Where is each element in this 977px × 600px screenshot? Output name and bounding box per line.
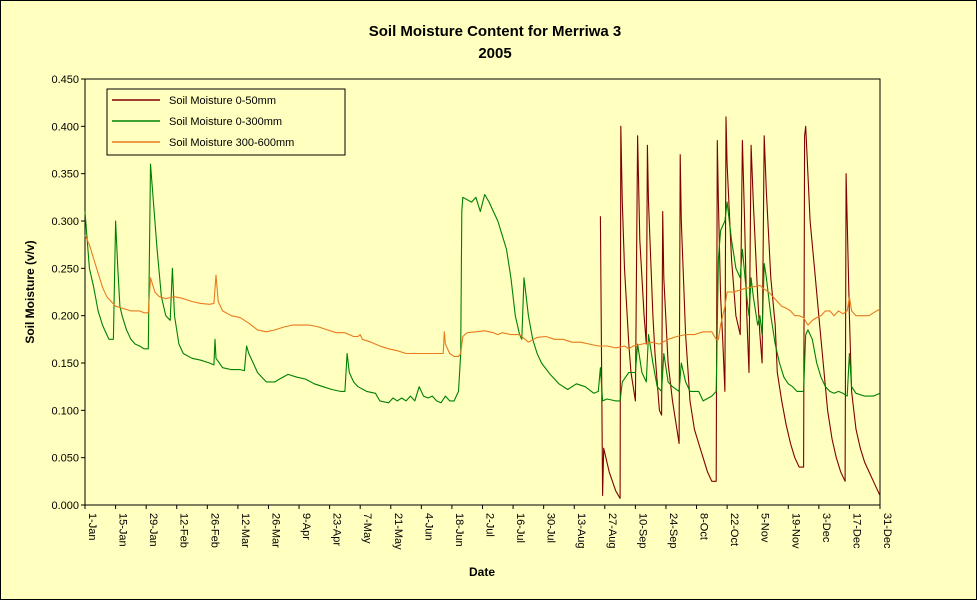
legend-label-300-600mm: Soil Moisture 300-600mm xyxy=(169,137,294,149)
series-layer xyxy=(84,116,881,499)
x-tick-label: 7-May xyxy=(361,513,373,544)
chart-subtitle: 2005 xyxy=(478,45,511,62)
y-axis: 0.000 0.050 0.100 0.150 0.200 0.250 0.300 0.350… xyxy=(51,74,85,512)
y-tick-label: 0.100 xyxy=(51,405,79,417)
y-axis-title: Soil Moisture (v/v) xyxy=(23,240,37,343)
x-tick-label: 16-Jul xyxy=(514,513,526,543)
x-tick-label: 17-Dec xyxy=(850,513,862,549)
x-tick-label: 30-Jul xyxy=(545,513,557,543)
series-line-soil-moisture-0-50mm xyxy=(599,116,881,499)
x-tick-label: 12-Mar xyxy=(239,513,251,548)
y-tick-label: 0.200 xyxy=(51,311,79,323)
x-tick-label: 22-Oct xyxy=(728,513,740,546)
x-tick-label: 29-Jan xyxy=(147,513,159,547)
series-line-soil-moisture-300-600mm xyxy=(84,234,881,357)
chart-title: Soil Moisture Content for Merriwa 3 xyxy=(369,23,622,40)
y-tick-label: 0.450 xyxy=(51,74,79,86)
x-tick-label: 13-Aug xyxy=(575,513,587,548)
x-tick-label: 4-Jun xyxy=(422,513,434,541)
x-tick-label: 19-Nov xyxy=(789,513,801,549)
y-tick-label: 0.000 xyxy=(51,500,79,512)
x-tick-label: 21-May xyxy=(392,513,404,550)
y-tick-label: 0.350 xyxy=(51,169,79,181)
x-tick-label: 10-Sep xyxy=(636,513,648,548)
legend-label-0-300mm: Soil Moisture 0-300mm xyxy=(169,116,282,128)
x-tick-label: 2-Jul xyxy=(484,513,496,537)
x-tick-label: 18-Jun xyxy=(453,513,465,547)
x-tick-label: 24-Sep xyxy=(667,513,679,548)
y-tick-label: 0.150 xyxy=(51,358,79,370)
x-tick-label: 27-Aug xyxy=(606,513,618,548)
x-tick-label: 31-Dec xyxy=(881,513,893,549)
x-axis: 1-Jan 15-Jan 29-Jan 12-Feb 26-Feb 12-Mar 26-Ma… xyxy=(84,505,893,550)
legend: Soil Moisture 0-50mm Soil Moisture 0-300… xyxy=(106,88,346,156)
x-tick-label: 1-Jan xyxy=(86,513,98,541)
x-tick-label: 23-Apr xyxy=(331,513,343,546)
y-tick-label: 0.050 xyxy=(51,453,79,465)
x-tick-label: 26-Feb xyxy=(208,513,220,548)
legend-label-0-50mm: Soil Moisture 0-50mm xyxy=(169,95,276,107)
x-tick-label: 3-Dec xyxy=(820,513,832,543)
y-tick-label: 0.300 xyxy=(51,216,79,228)
x-tick-label: 26-Mar xyxy=(269,513,281,548)
series-line-soil-moisture-0-300mm xyxy=(84,163,881,404)
x-tick-label: 12-Feb xyxy=(178,513,190,548)
x-tick-label: 5-Nov xyxy=(759,513,771,543)
x-tick-label: 8-Oct xyxy=(698,513,710,540)
y-tick-label: 0.250 xyxy=(51,263,79,275)
y-tick-label: 0.400 xyxy=(51,121,79,133)
x-axis-title: Date xyxy=(469,565,495,579)
x-tick-label: 9-Apr xyxy=(300,513,312,540)
x-tick-label: 15-Jan xyxy=(117,513,129,547)
